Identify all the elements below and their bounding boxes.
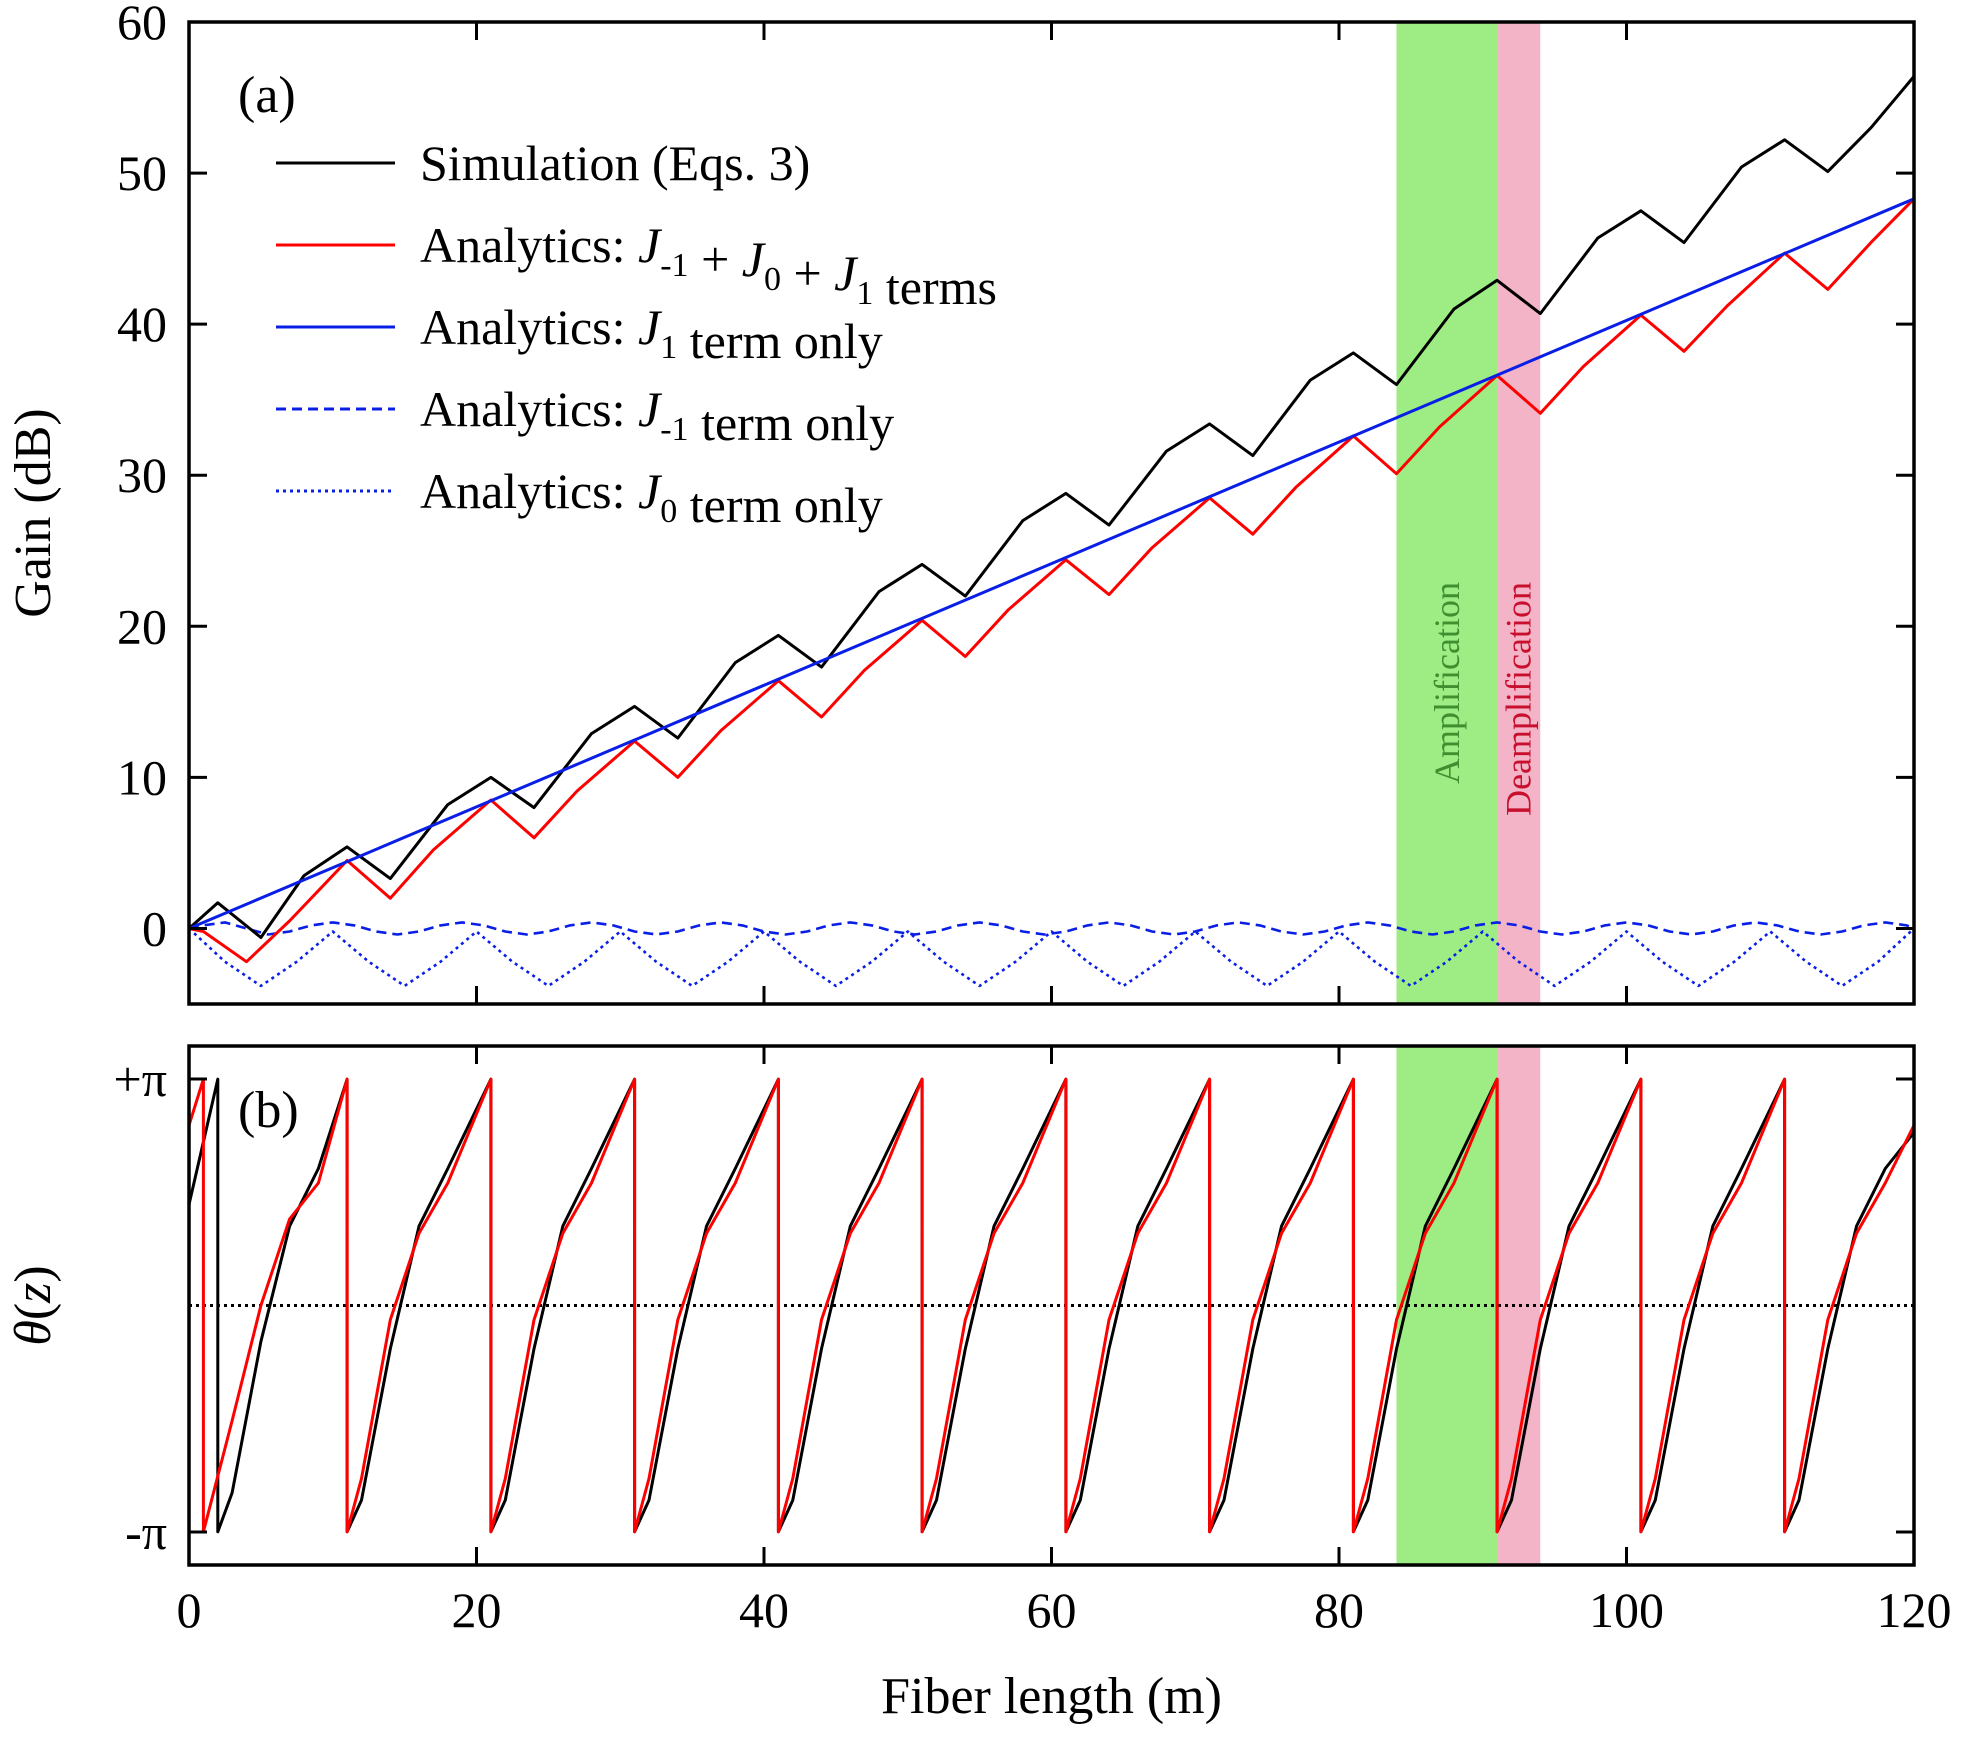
y-tick-label: 40 bbox=[117, 296, 167, 352]
legend-text-fragment: term only bbox=[689, 395, 895, 451]
x-tick-label: 0 bbox=[177, 1582, 202, 1638]
y-axis-title-symbol: θ bbox=[5, 1320, 62, 1346]
legend-label-4: Analytics: J-1 term only bbox=[420, 381, 894, 451]
y-tick-label: 20 bbox=[117, 598, 167, 654]
x-axis-title: Fiber length (m) bbox=[881, 1668, 1222, 1725]
legend-text-fragment: term only bbox=[677, 477, 883, 533]
y-tick-label: 30 bbox=[117, 447, 167, 503]
legend-subscript: 0 bbox=[660, 493, 677, 530]
region-deamplification bbox=[1497, 22, 1541, 1004]
legend-text-fragment: + bbox=[781, 245, 834, 301]
legend-text-prefix: Analytics: bbox=[420, 299, 638, 355]
series-line-analytics-j-1-j0-j1-terms bbox=[189, 197, 1914, 964]
y-axis-title-paren-close: ) bbox=[5, 1265, 62, 1282]
x-tick-label: 120 bbox=[1877, 1582, 1952, 1638]
series-line-analytics-j1-term-only bbox=[189, 197, 1914, 930]
y-axis-title: θ(z) bbox=[5, 1265, 62, 1345]
legend-text-fragment: terms bbox=[873, 259, 997, 315]
x-tick-label: 80 bbox=[1314, 1582, 1364, 1638]
legend-subscript: -1 bbox=[660, 247, 688, 284]
y-tick-label: +π bbox=[114, 1051, 167, 1107]
legend-symbol: J bbox=[834, 245, 859, 301]
series-line-simulation-eqs-3- bbox=[189, 75, 1914, 939]
legend-text-prefix: Analytics: bbox=[420, 381, 638, 437]
y-tick-label: -π bbox=[125, 1504, 167, 1560]
region-label-deamplification: Deamplification bbox=[1499, 582, 1539, 816]
legend-label-5: Analytics: J0 term only bbox=[420, 463, 883, 533]
panel-label: (a) bbox=[238, 67, 296, 124]
legend-text-prefix: Analytics: bbox=[420, 463, 638, 519]
y-tick-label: 0 bbox=[142, 900, 167, 956]
legend-label-1: Simulation (Eqs. 3) bbox=[420, 135, 810, 191]
y-tick-label: 60 bbox=[117, 0, 167, 50]
legend-subscript: 1 bbox=[660, 329, 677, 366]
legend-subscript: 0 bbox=[764, 261, 781, 298]
region-amplification bbox=[1396, 22, 1498, 1004]
x-tick-label: 40 bbox=[739, 1582, 789, 1638]
legend-text-prefix: Analytics: bbox=[420, 217, 638, 273]
legend-symbol: J bbox=[638, 463, 663, 519]
legend-label-2: Analytics: J-1 + J0 + J1 terms bbox=[420, 217, 997, 315]
legend-subscript: 1 bbox=[856, 275, 873, 312]
legend-subscript: -1 bbox=[660, 411, 688, 448]
y-tick-label: 10 bbox=[117, 749, 167, 805]
series-line-analytics-j-1-j0-j1-terms bbox=[189, 1077, 1914, 1534]
panel-b-phase-plot: 0 20 40 60 80 100 120 -π +π (b) θ(z) Fiber length (… bbox=[5, 1044, 1952, 1725]
legend-symbol: J bbox=[638, 299, 663, 355]
x-tick-label: 60 bbox=[1027, 1582, 1077, 1638]
panel-label: (b) bbox=[238, 1082, 299, 1139]
region-label-amplification: Amplification bbox=[1427, 582, 1467, 784]
y-axis-title: Gain (dB) bbox=[5, 408, 62, 617]
y-tick-label: 50 bbox=[117, 145, 167, 201]
region-band-0 bbox=[1396, 1046, 1498, 1565]
legend-text-fragment: + bbox=[689, 231, 742, 287]
legend-symbol: J bbox=[638, 217, 663, 273]
series-line-analytics-j-1-term-only bbox=[189, 921, 1914, 936]
legend-symbol: J bbox=[742, 231, 767, 287]
y-axis-title-variable: z bbox=[5, 1283, 62, 1304]
x-tick-label: 20 bbox=[452, 1582, 502, 1638]
y-axis-title-paren-open: ( bbox=[5, 1303, 62, 1320]
x-tick-label: 100 bbox=[1589, 1582, 1664, 1638]
legend-label-3: Analytics: J1 term only bbox=[420, 299, 883, 369]
series-line-analytics-j0-term-only bbox=[189, 927, 1914, 988]
legend-text-fragment: term only bbox=[677, 313, 883, 369]
legend-symbol: J bbox=[638, 381, 663, 437]
